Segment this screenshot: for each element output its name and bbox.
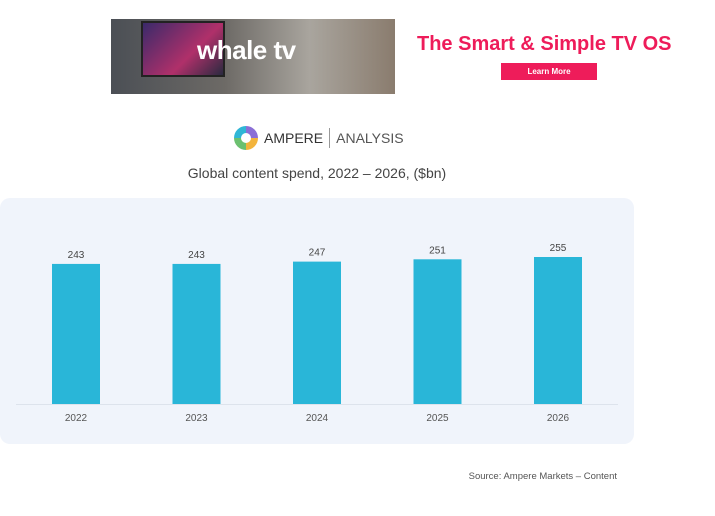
x-tick-label: 2026 xyxy=(547,413,570,424)
data-label: 247 xyxy=(309,248,326,259)
data-label: 243 xyxy=(188,250,205,261)
logo-divider xyxy=(329,128,331,148)
bar-2023 xyxy=(172,263,221,404)
chart-source: Source: Ampere Markets – Content xyxy=(468,471,617,482)
ampere-logo: AMPERE ANALYSIS xyxy=(234,126,404,150)
x-tick-label: 2023 xyxy=(185,413,208,424)
ad-headline: The Smart & Simple TV OS xyxy=(417,33,672,55)
whale-tv-ad-banner[interactable]: whale tv The Smart & Simple TV OS Learn … xyxy=(111,19,710,94)
bar-2022 xyxy=(52,263,100,404)
logo-sub: ANALYSIS xyxy=(336,130,404,146)
ad-image: whale tv xyxy=(111,19,395,94)
tv-image xyxy=(141,21,225,77)
data-label: 255 xyxy=(550,243,567,254)
ampere-logo-icon xyxy=(234,126,258,150)
x-tick-label: 2024 xyxy=(306,413,329,424)
ad-brand-logo: whale tv xyxy=(197,35,296,65)
bar-2025 xyxy=(413,259,462,404)
x-tick-label: 2025 xyxy=(426,413,449,424)
data-label: 251 xyxy=(429,245,446,256)
learn-more-button[interactable]: Learn More xyxy=(501,63,597,80)
chart-title: Global content spend, 2022 – 2026, ($bn) xyxy=(187,165,447,181)
bar-2024 xyxy=(293,261,341,404)
data-label: 243 xyxy=(68,250,85,261)
x-tick-label: 2022 xyxy=(65,413,88,424)
bar-2026 xyxy=(534,257,582,404)
logo-name: AMPERE xyxy=(264,130,324,146)
